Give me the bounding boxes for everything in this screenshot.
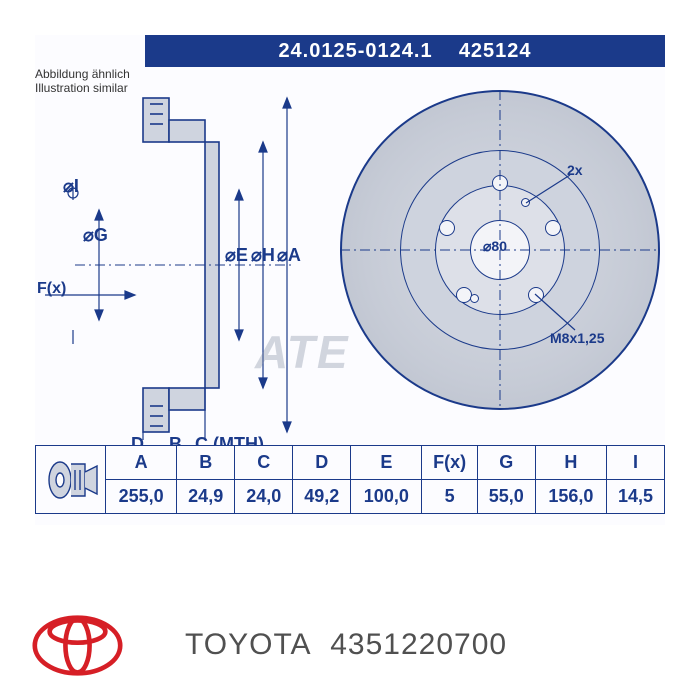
val-A: 255,0	[106, 480, 177, 514]
small-hole	[521, 198, 530, 207]
bolt-hole	[545, 220, 561, 236]
val-E: 100,0	[351, 480, 422, 514]
bolt-hole	[528, 287, 544, 303]
val-I: 14,5	[606, 480, 664, 514]
bolt-hole	[439, 220, 455, 236]
dimension-table: A B C D E F(x) G H I 255,0 24,9 24,0 49,…	[35, 445, 665, 514]
col-A: A	[106, 446, 177, 480]
label-Fx: F(x)	[37, 280, 66, 298]
note-de: Abbildung ähnlich	[35, 67, 130, 81]
label-OE: ⌀E	[225, 245, 248, 266]
disc-type-icon	[36, 446, 106, 514]
col-D: D	[293, 446, 351, 480]
val-C: 24,0	[235, 480, 293, 514]
label-OA: ⌀A	[277, 245, 301, 266]
small-hole	[470, 294, 479, 303]
label-OI: ⌀I	[63, 176, 79, 197]
label-bolt: M8x1,25	[550, 330, 604, 346]
toyota-logo-icon	[30, 613, 125, 678]
alt-code: 425124	[459, 40, 532, 62]
footer-partno: 4351220700	[330, 628, 507, 661]
val-D: 49,2	[293, 480, 351, 514]
label-2x: 2x	[567, 162, 583, 178]
val-G: 55,0	[477, 480, 535, 514]
title-bar: 24.0125-0124.1 425124	[145, 35, 665, 67]
bolt-hole	[492, 175, 508, 191]
label-OH: ⌀H	[251, 245, 275, 266]
val-Fx: 5	[422, 480, 477, 514]
col-B: B	[177, 446, 235, 480]
col-G: G	[477, 446, 535, 480]
diagram-area: 24.0125-0124.1 425124 Abbildung ähnlich …	[35, 35, 665, 525]
footer-text: TOYOTA 4351220700	[185, 628, 507, 662]
col-Fx: F(x)	[422, 446, 477, 480]
label-center-dia: ⌀80	[483, 238, 507, 255]
val-H: 156,0	[535, 480, 606, 514]
val-B: 24,9	[177, 480, 235, 514]
table-header-row: A B C D E F(x) G H I	[36, 446, 665, 480]
col-C: C	[235, 446, 293, 480]
front-view-drawing: ⌀80 2x M8x1,25	[335, 80, 665, 420]
cross-section-drawing: ⌀I ⌀G ⌀E ⌀H ⌀A F(x) D B C (MTH)	[35, 90, 305, 440]
col-H: H	[535, 446, 606, 480]
footer: TOYOTA 4351220700	[0, 590, 700, 700]
table-value-row: 255,0 24,9 24,0 49,2 100,0 5 55,0 156,0 …	[36, 480, 665, 514]
col-E: E	[351, 446, 422, 480]
label-OG: ⌀G	[83, 225, 108, 246]
col-I: I	[606, 446, 664, 480]
footer-brand: TOYOTA	[185, 628, 312, 661]
part-code: 24.0125-0124.1	[278, 40, 432, 62]
